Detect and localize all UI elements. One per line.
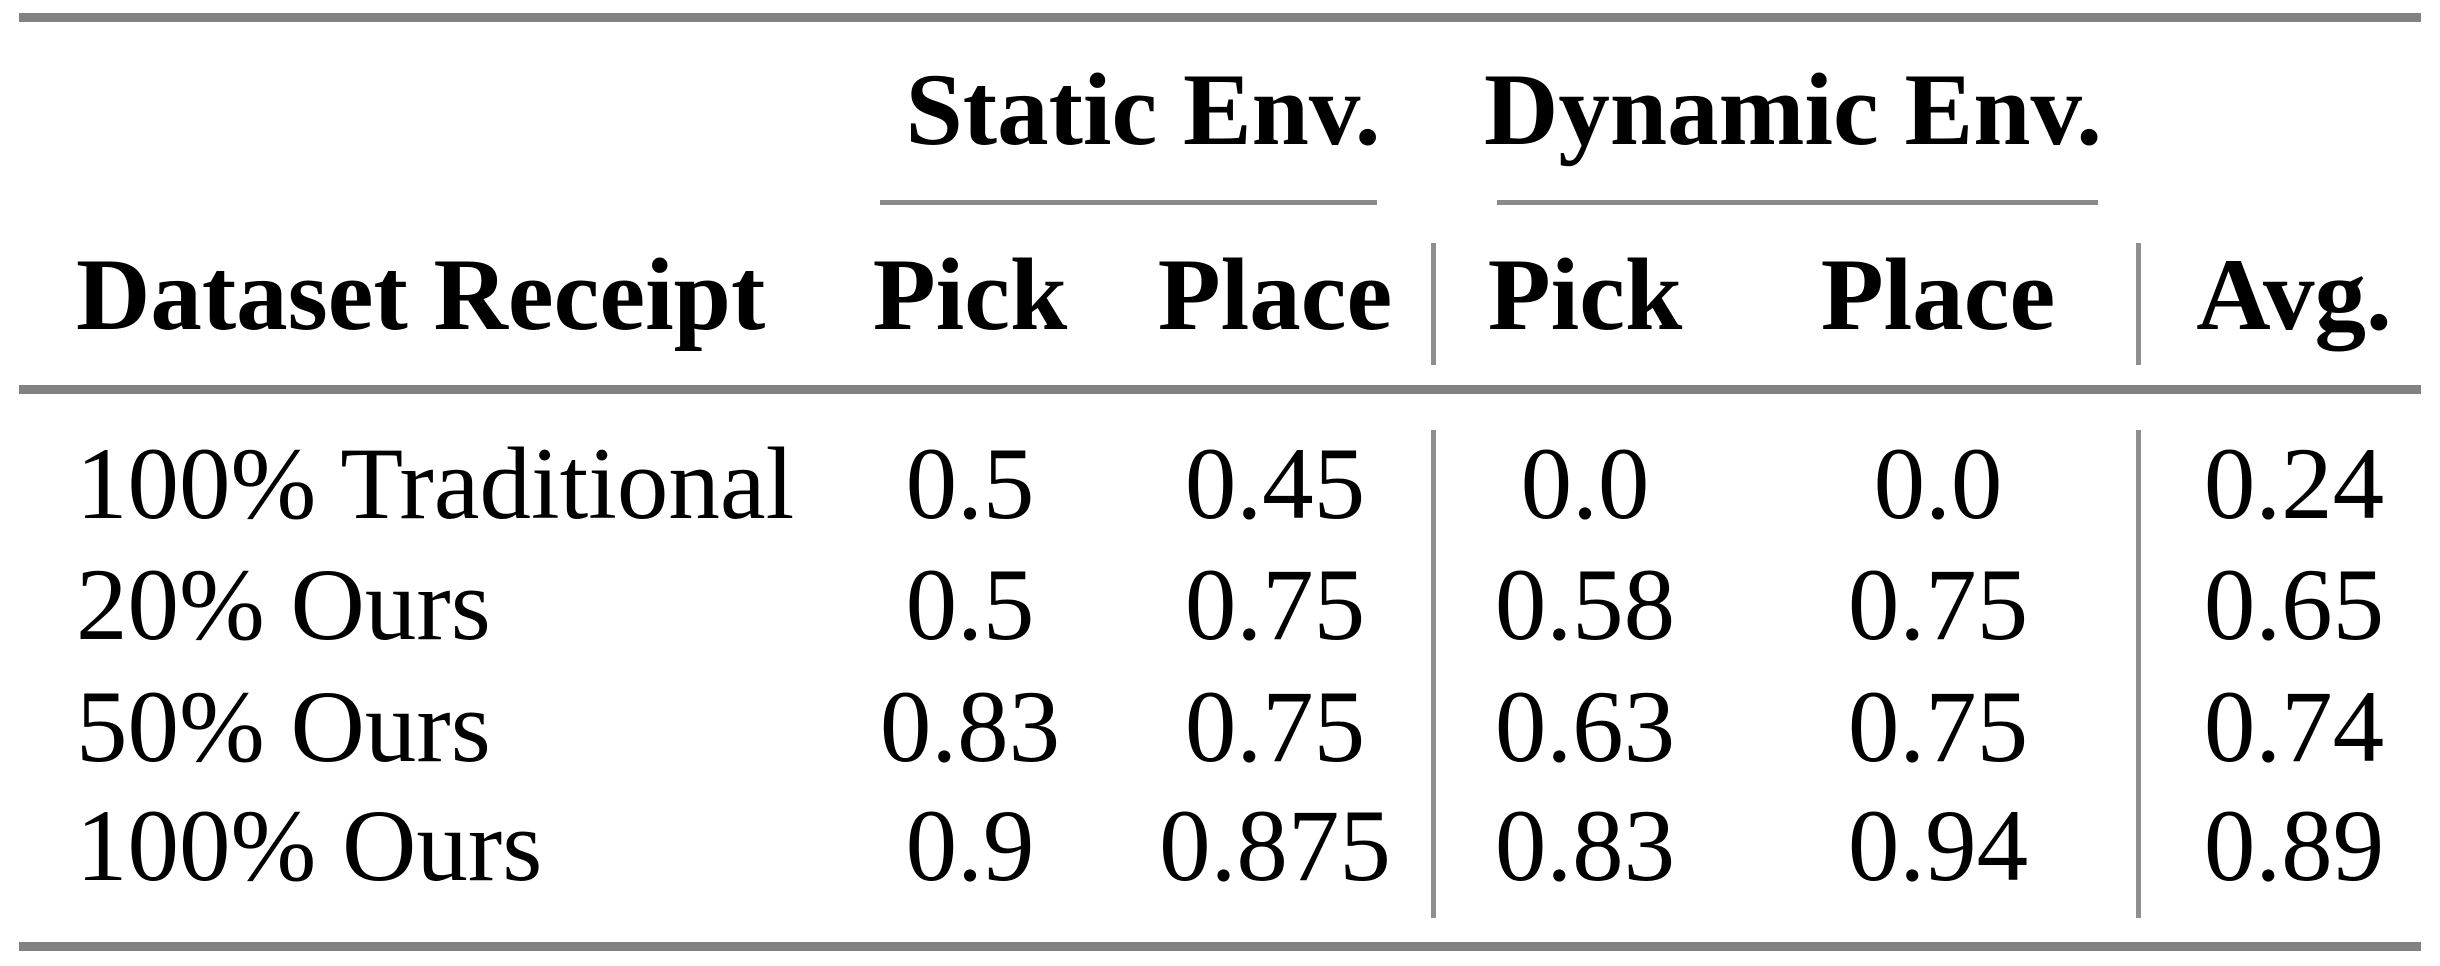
table-cell-dynamic-place: 0.94 — [1847, 789, 2029, 903]
table-row-dataset-label: 100% Ours — [76, 789, 543, 903]
table-cell-static-place: 0.75 — [1184, 670, 1366, 784]
table-cell-static-place: 0.45 — [1184, 427, 1366, 541]
static-env-underline-rule — [880, 200, 1377, 205]
table-cell-dynamic-pick: 0.83 — [1494, 789, 1676, 903]
table-row-dataset-label: 20% Ours — [76, 548, 491, 662]
table-cell-dynamic-place: 0.0 — [1873, 427, 2003, 541]
column-header-dynamic-pick: Pick — [1487, 238, 1683, 352]
table-row-dataset-label: 100% Traditional — [76, 427, 795, 541]
group-header-static-env: Static Env. — [905, 53, 1381, 167]
column-header-dynamic-place: Place — [1820, 238, 2056, 352]
vertical-rule-static-dynamic-body — [1431, 430, 1436, 918]
table-cell-static-pick: 0.5 — [905, 548, 1035, 662]
column-header-dataset-receipt: Dataset Receipt — [76, 238, 766, 352]
table-cell-static-pick: 0.9 — [905, 789, 1035, 903]
top-rule — [19, 13, 2421, 22]
vertical-rule-dynamic-avg-body — [2136, 430, 2141, 918]
vertical-rule-dynamic-avg-header — [2136, 243, 2141, 365]
table-cell-avg: 0.24 — [2203, 427, 2385, 541]
group-header-dynamic-env: Dynamic Env. — [1483, 53, 2103, 167]
dynamic-env-underline-rule — [1497, 200, 2098, 205]
table-cell-dynamic-place: 0.75 — [1847, 548, 2029, 662]
vertical-rule-static-dynamic-header — [1431, 243, 1436, 365]
table-cell-static-pick: 0.5 — [905, 427, 1035, 541]
table-cell-static-place: 0.75 — [1184, 548, 1366, 662]
table-cell-dynamic-place: 0.75 — [1847, 670, 2029, 784]
column-header-static-pick: Pick — [872, 238, 1068, 352]
table-cell-static-place: 0.875 — [1159, 789, 1391, 903]
table-cell-dynamic-pick: 0.0 — [1520, 427, 1650, 541]
header-separator-rule — [19, 385, 2421, 394]
table-cell-dynamic-pick: 0.63 — [1494, 670, 1676, 784]
table-cell-avg: 0.74 — [2203, 670, 2385, 784]
column-header-avg: Avg. — [2196, 238, 2392, 352]
column-header-static-place: Place — [1157, 238, 1393, 352]
table-row-dataset-label: 50% Ours — [76, 670, 491, 784]
table-cell-static-pick: 0.83 — [879, 670, 1061, 784]
table-cell-avg: 0.89 — [2203, 789, 2385, 903]
table-cell-avg: 0.65 — [2203, 548, 2385, 662]
bottom-rule — [19, 942, 2421, 951]
table-cell-dynamic-pick: 0.58 — [1494, 548, 1676, 662]
